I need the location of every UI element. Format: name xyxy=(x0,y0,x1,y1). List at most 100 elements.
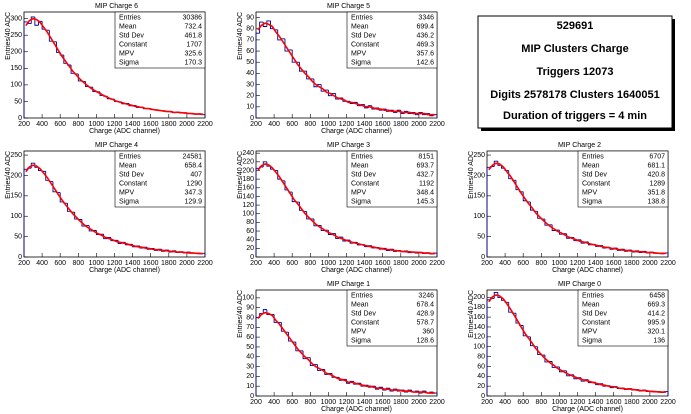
stats-name: Constant xyxy=(119,180,147,187)
y-tick-label: 40 xyxy=(477,373,485,380)
stats-name: Mean xyxy=(351,162,369,169)
stats-name: Std Dev xyxy=(119,32,144,39)
y-tick-label: 50 xyxy=(246,59,254,66)
info-duration: Duration of triggers = 4 min xyxy=(503,110,647,122)
x-tick-label: 2200 xyxy=(660,260,676,267)
stats-name: Constant xyxy=(582,180,610,187)
y-tick-label: 200 xyxy=(473,294,485,301)
x-tick-label: 200 xyxy=(18,121,30,128)
x-tick-label: 1600 xyxy=(375,260,391,267)
chart-title: MIP Charge 2 xyxy=(558,142,601,149)
histogram-bin xyxy=(335,93,340,100)
stats-box xyxy=(577,289,669,347)
stats-value: 360 xyxy=(422,328,434,335)
fit-curve xyxy=(25,17,204,116)
y-tick-label: 0 xyxy=(18,115,22,122)
y-tick-label: 70 xyxy=(246,37,254,44)
stats-value: 128.6 xyxy=(416,337,434,344)
y-tick-label: 40 xyxy=(246,70,254,77)
x-tick-label: 600 xyxy=(54,260,66,267)
stats-name: Entries xyxy=(582,153,604,160)
stats-name: Sigma xyxy=(351,337,371,344)
fit-curve xyxy=(488,162,667,255)
x-tick-label: 1600 xyxy=(143,121,159,128)
stats-value: 681.1 xyxy=(647,162,665,169)
histogram-bin xyxy=(302,350,307,360)
y-axis-label: Entries/40 ADC xyxy=(468,151,475,199)
stats-name: Sigma xyxy=(351,198,371,205)
y-tick-label: 120 xyxy=(242,202,254,209)
y-tick-label: 100 xyxy=(10,82,22,89)
y-tick-label: 60 xyxy=(246,334,254,341)
histogram-panel: MIP Charge 4 Charge (ADC channel) Entries/… xyxy=(5,142,213,274)
stats-name: Entries xyxy=(119,153,141,160)
y-tick-label: 150 xyxy=(10,193,22,200)
stats-name: Entries xyxy=(119,14,141,21)
stats-box xyxy=(346,150,438,208)
y-tick-label: 20 xyxy=(246,245,254,252)
stats-value: 469.3 xyxy=(416,41,434,48)
histogram-bin xyxy=(23,168,28,257)
stats-value: 1707 xyxy=(186,41,202,48)
fit-curve xyxy=(257,163,436,255)
x-tick-label: 800 xyxy=(304,121,316,128)
x-tick-label: 1200 xyxy=(339,260,355,267)
stats-name: MPV xyxy=(582,328,598,335)
x-tick-label: 800 xyxy=(535,399,547,406)
x-axis-label: Charge (ADC channel) xyxy=(321,406,392,413)
stats-value: 1289 xyxy=(649,180,665,187)
y-tick-label: 50 xyxy=(14,98,22,105)
x-tick-label: 200 xyxy=(481,399,493,406)
y-axis-label: Entries/40 ADC xyxy=(5,12,12,60)
x-tick-label: 2200 xyxy=(197,260,213,267)
x-tick-label: 2000 xyxy=(642,260,658,267)
x-tick-label: 2000 xyxy=(179,260,195,267)
stats-name: Constant xyxy=(582,319,610,326)
y-tick-label: 30 xyxy=(246,363,254,370)
x-tick-label: 1600 xyxy=(606,399,622,406)
x-tick-label: 1200 xyxy=(107,260,123,267)
y-tick-label: 20 xyxy=(246,93,254,100)
y-tick-label: 160 xyxy=(242,185,254,192)
stats-name: MPV xyxy=(351,189,367,196)
stats-box xyxy=(114,11,206,69)
x-tick-label: 2200 xyxy=(429,399,445,406)
stats-value: 578.7 xyxy=(416,319,434,326)
y-tick-label: 80 xyxy=(477,353,485,360)
stats-value: 428.9 xyxy=(416,310,434,317)
x-tick-label: 1000 xyxy=(552,399,568,406)
stats-name: Constant xyxy=(351,319,379,326)
histogram-bin xyxy=(255,167,260,257)
x-tick-label: 800 xyxy=(72,260,84,267)
stats-name: MPV xyxy=(351,328,367,335)
stats-value: 436.2 xyxy=(416,32,434,39)
x-tick-label: 400 xyxy=(268,260,280,267)
x-tick-label: 800 xyxy=(304,260,316,267)
stats-name: Entries xyxy=(351,292,373,299)
y-tick-label: 10 xyxy=(246,104,254,111)
stats-value: 669.3 xyxy=(647,301,665,308)
stats-name: MPV xyxy=(351,50,367,57)
info-run: 529691 xyxy=(557,20,594,32)
stats-name: Mean xyxy=(351,301,369,308)
x-tick-label: 1200 xyxy=(570,399,586,406)
histogram-bin xyxy=(486,166,491,257)
y-tick-label: 60 xyxy=(246,48,254,55)
stats-box xyxy=(114,150,206,208)
histogram-panel: MIP Charge 2 Charge (ADC channel) Entries/… xyxy=(468,142,676,274)
y-tick-label: 70 xyxy=(246,324,254,331)
x-tick-label: 2200 xyxy=(660,399,676,406)
stats-box xyxy=(577,150,669,208)
stats-value: 24581 xyxy=(183,153,203,160)
stats-name: Mean xyxy=(582,301,600,308)
y-tick-label: 90 xyxy=(246,305,254,312)
x-tick-label: 1400 xyxy=(357,121,373,128)
x-tick-label: 1200 xyxy=(339,121,355,128)
x-tick-label: 2000 xyxy=(642,399,658,406)
x-axis-label: Charge (ADC channel) xyxy=(89,128,160,135)
stats-value: 414.2 xyxy=(647,310,665,317)
stats-name: MPV xyxy=(119,189,135,196)
x-axis-label: Charge (ADC channel) xyxy=(89,267,160,274)
stats-name: Std Dev xyxy=(351,32,376,39)
